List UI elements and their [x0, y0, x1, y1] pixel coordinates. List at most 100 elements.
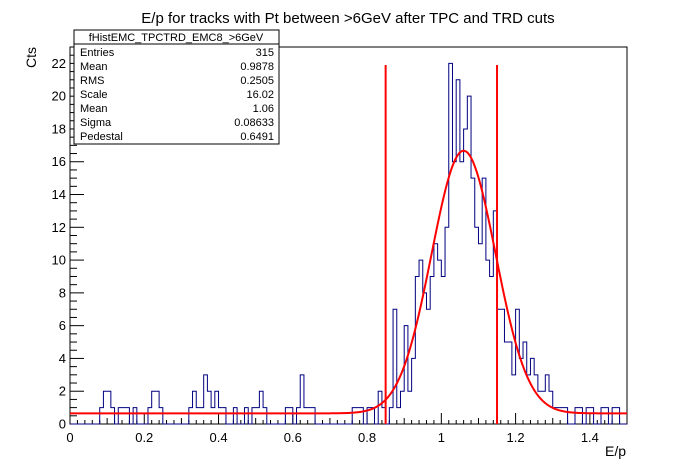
histogram-bin [252, 408, 256, 424]
x-tick-label: 0.4 [209, 430, 227, 445]
stats-box-frame [73, 29, 280, 145]
histogram-bin [233, 408, 237, 424]
stats-row-label: Sigma [80, 117, 112, 129]
histogram-bin [508, 342, 512, 424]
y-tick-label: 16 [52, 154, 66, 169]
stats-row-label: Pedestal [80, 131, 123, 143]
histogram-bin [155, 391, 159, 424]
histogram-series [70, 62, 627, 425]
histogram-bin [111, 408, 115, 424]
histogram-bin [122, 408, 126, 424]
histogram-bin [564, 408, 568, 424]
stats-row-label: Entries [80, 47, 115, 59]
histogram-bin [542, 391, 546, 424]
histogram-bin [308, 408, 312, 424]
histogram-bin [159, 408, 163, 424]
histogram-bin [103, 391, 107, 424]
histogram-bin [545, 375, 549, 424]
histogram-bin [107, 391, 111, 424]
histogram-bin [512, 375, 516, 424]
stats-row-value: 1.06 [253, 103, 274, 115]
histogram-bin [601, 408, 605, 424]
y-tick-label: 12 [52, 220, 66, 235]
y-tick-label: 8 [59, 285, 66, 300]
histogram-bin [471, 178, 475, 424]
histogram-bin [297, 408, 301, 424]
histogram-bin [259, 391, 263, 424]
histogram-bin [133, 408, 137, 424]
stats-rows: Entries 315 Mean 0.9878 RMS 0.2505 Scale 16.02 M… [80, 47, 274, 143]
histogram-bin [612, 408, 616, 424]
stats-row-label: RMS [80, 75, 104, 87]
y-tick-label: 20 [52, 89, 66, 104]
histogram-bin [196, 408, 200, 424]
histogram-bin [397, 408, 401, 424]
histogram-bin [523, 342, 527, 424]
histogram-bin [475, 227, 479, 424]
histogram-bin [222, 408, 226, 424]
histogram-bin [530, 358, 534, 424]
y-tick-label: 18 [52, 121, 66, 136]
x-tick-label: 0 [66, 430, 73, 445]
histogram-bin [207, 391, 211, 424]
x-tick-label: 0.6 [284, 430, 302, 445]
histogram-bin [516, 309, 520, 424]
stats-row-label: Mean [80, 61, 108, 73]
histogram-bin [590, 408, 594, 424]
stats-box-title: fHistEMC_TPCTRD_EMC8_>6GeV [89, 32, 264, 44]
x-axis-label: E/p [605, 443, 626, 459]
x-tick-label: 1.2 [507, 430, 525, 445]
histogram-bin [256, 408, 260, 424]
histogram-bin [430, 276, 434, 424]
histogram-bin [467, 96, 471, 424]
cut-lines [384, 65, 499, 424]
histogram-bin [400, 391, 404, 424]
y-tick-label: 2 [59, 384, 66, 399]
histogram-bin [478, 244, 482, 424]
y-tick-label: 22 [52, 56, 66, 71]
histogram-bin [504, 342, 508, 424]
x-axis: 0 0.2 0.4 0.6 0.8 1 1.2 1.4 [66, 413, 628, 445]
histogram-bin [263, 408, 267, 424]
histogram-bin [200, 408, 204, 424]
stats-row-value: 0.2505 [240, 75, 274, 87]
histogram-bin [211, 408, 215, 424]
stats-row-value: 0.9878 [240, 61, 274, 73]
histogram-bin [408, 391, 412, 424]
histogram-bin [412, 358, 416, 424]
x-tick-label: 0.8 [358, 430, 376, 445]
histogram-bin [126, 408, 130, 424]
y-tick-label: 0 [59, 417, 66, 432]
histogram-bin [605, 408, 609, 424]
histogram-bin [193, 391, 197, 424]
stats-row-value: 0.08633 [234, 117, 274, 129]
stats-row-value: 0.6491 [240, 131, 274, 143]
x-tick-label: 1 [438, 430, 445, 445]
stats-row-value: 315 [256, 47, 274, 59]
histogram-bin [215, 391, 219, 424]
y-tick-label: 14 [52, 187, 66, 202]
histogram-bin [352, 408, 356, 424]
histogram-bin [289, 408, 293, 424]
x-tick-label: 0.2 [135, 430, 153, 445]
histogram-bin [426, 309, 430, 424]
histogram-bin [423, 293, 427, 424]
histogram-bin [534, 375, 538, 424]
stats-row-label: Scale [80, 89, 108, 101]
y-tick-label: 4 [59, 351, 66, 366]
histogram-bin [449, 63, 453, 424]
histogram-bin [393, 309, 397, 424]
histogram-bin [300, 375, 304, 424]
histogram-bin [575, 408, 579, 424]
histogram-bin [490, 276, 494, 424]
histogram-bin [482, 178, 486, 424]
histogram-bin [419, 260, 423, 424]
y-axis-label: Cts [23, 47, 39, 68]
histogram-bin [360, 408, 364, 424]
chart-title: E/p for tracks with Pt between >6GeV aft… [141, 10, 554, 27]
histogram-bin [456, 80, 460, 424]
fit-series [70, 149, 627, 415]
histogram-bin [404, 326, 408, 424]
stats-box: fHistEMC_TPCTRD_EMC8_>6GeV Entries 315 Mea… [73, 29, 280, 145]
